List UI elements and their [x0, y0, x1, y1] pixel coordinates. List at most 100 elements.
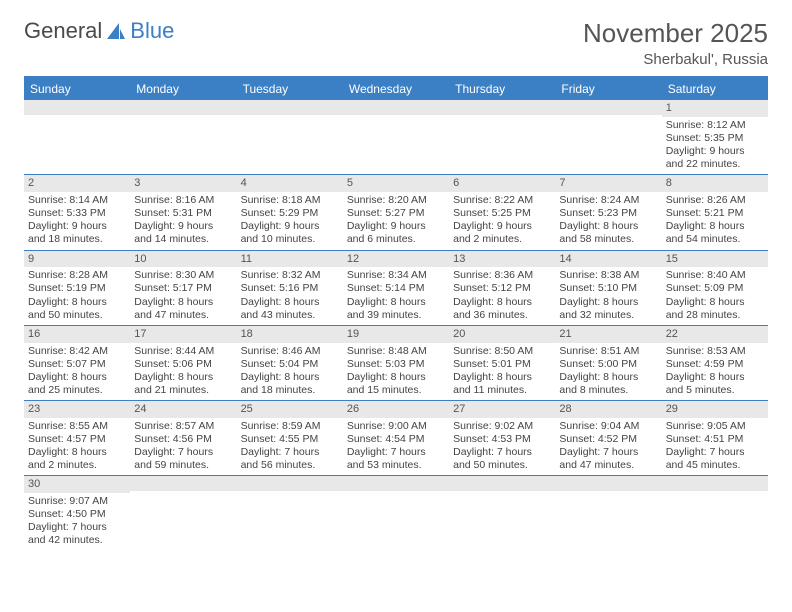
day-number: 21: [555, 326, 661, 343]
sunset-text: Sunset: 5:10 PM: [559, 282, 657, 295]
day-number: 15: [662, 251, 768, 268]
sunrise-text: Sunrise: 8:42 AM: [28, 345, 126, 358]
sunrise-text: Sunrise: 8:59 AM: [241, 420, 339, 433]
day-number: [343, 100, 449, 115]
day-details: Sunrise: 8:55 AMSunset: 4:57 PMDaylight:…: [24, 418, 130, 476]
daylight-text: Daylight: 8 hours and 11 minutes.: [453, 371, 551, 397]
sunset-text: Sunset: 5:17 PM: [134, 282, 232, 295]
sunset-text: Sunset: 5:03 PM: [347, 358, 445, 371]
day-number: 26: [343, 401, 449, 418]
calendar-cell: 7Sunrise: 8:24 AMSunset: 5:23 PMDaylight…: [555, 175, 661, 249]
sunrise-text: Sunrise: 8:34 AM: [347, 269, 445, 282]
day-details: Sunrise: 8:53 AMSunset: 4:59 PMDaylight:…: [662, 343, 768, 401]
day-number: [130, 476, 236, 491]
day-details: Sunrise: 8:16 AMSunset: 5:31 PMDaylight:…: [130, 192, 236, 250]
daylight-text: Daylight: 7 hours and 56 minutes.: [241, 446, 339, 472]
day-header-sat: Saturday: [662, 78, 768, 100]
sunset-text: Sunset: 5:23 PM: [559, 207, 657, 220]
day-details: Sunrise: 8:46 AMSunset: 5:04 PMDaylight:…: [237, 343, 343, 401]
day-number: 10: [130, 251, 236, 268]
day-details: Sunrise: 8:34 AMSunset: 5:14 PMDaylight:…: [343, 267, 449, 325]
sunrise-text: Sunrise: 9:00 AM: [347, 420, 445, 433]
day-number: [237, 476, 343, 491]
day-number: 30: [24, 476, 130, 493]
daylight-text: Daylight: 8 hours and 47 minutes.: [134, 296, 232, 322]
logo-sail-icon: [105, 21, 127, 41]
day-number: 11: [237, 251, 343, 268]
calendar-cell: 15Sunrise: 8:40 AMSunset: 5:09 PMDayligh…: [662, 251, 768, 325]
daylight-text: Daylight: 8 hours and 43 minutes.: [241, 296, 339, 322]
daylight-text: Daylight: 9 hours and 22 minutes.: [666, 145, 764, 171]
calendar-cell: 18Sunrise: 8:46 AMSunset: 5:04 PMDayligh…: [237, 326, 343, 400]
sunrise-text: Sunrise: 8:51 AM: [559, 345, 657, 358]
sunset-text: Sunset: 5:27 PM: [347, 207, 445, 220]
daylight-text: Daylight: 7 hours and 53 minutes.: [347, 446, 445, 472]
calendar-cell: 23Sunrise: 8:55 AMSunset: 4:57 PMDayligh…: [24, 401, 130, 475]
page-subtitle: Sherbakul', Russia: [583, 51, 768, 68]
daylight-text: Daylight: 8 hours and 32 minutes.: [559, 296, 657, 322]
daylight-text: Daylight: 9 hours and 18 minutes.: [28, 220, 126, 246]
calendar-cell: 30Sunrise: 9:07 AMSunset: 4:50 PMDayligh…: [24, 476, 130, 550]
sunrise-text: Sunrise: 8:53 AM: [666, 345, 764, 358]
calendar: Sunday Monday Tuesday Wednesday Thursday…: [24, 76, 768, 551]
day-details: Sunrise: 8:44 AMSunset: 5:06 PMDaylight:…: [130, 343, 236, 401]
calendar-cell: 8Sunrise: 8:26 AMSunset: 5:21 PMDaylight…: [662, 175, 768, 249]
sunset-text: Sunset: 4:52 PM: [559, 433, 657, 446]
day-number: 24: [130, 401, 236, 418]
day-number: 28: [555, 401, 661, 418]
page: GeneralBlue November 2025 Sherbakul', Ru…: [0, 0, 792, 569]
day-number: [130, 100, 236, 115]
day-details: Sunrise: 9:00 AMSunset: 4:54 PMDaylight:…: [343, 418, 449, 476]
day-details: Sunrise: 8:40 AMSunset: 5:09 PMDaylight:…: [662, 267, 768, 325]
day-details: Sunrise: 9:07 AMSunset: 4:50 PMDaylight:…: [24, 493, 130, 551]
day-details: Sunrise: 8:38 AMSunset: 5:10 PMDaylight:…: [555, 267, 661, 325]
calendar-cell: 28Sunrise: 9:04 AMSunset: 4:52 PMDayligh…: [555, 401, 661, 475]
calendar-cell: [130, 476, 236, 550]
sunset-text: Sunset: 5:14 PM: [347, 282, 445, 295]
calendar-cell: 9Sunrise: 8:28 AMSunset: 5:19 PMDaylight…: [24, 251, 130, 325]
day-details: Sunrise: 8:57 AMSunset: 4:56 PMDaylight:…: [130, 418, 236, 476]
day-number: 9: [24, 251, 130, 268]
sunrise-text: Sunrise: 8:14 AM: [28, 194, 126, 207]
calendar-cell: [343, 100, 449, 174]
calendar-cell: 29Sunrise: 9:05 AMSunset: 4:51 PMDayligh…: [662, 401, 768, 475]
calendar-cell: 19Sunrise: 8:48 AMSunset: 5:03 PMDayligh…: [343, 326, 449, 400]
calendar-cell: 5Sunrise: 8:20 AMSunset: 5:27 PMDaylight…: [343, 175, 449, 249]
daylight-text: Daylight: 8 hours and 15 minutes.: [347, 371, 445, 397]
sunset-text: Sunset: 4:56 PM: [134, 433, 232, 446]
day-details: Sunrise: 9:05 AMSunset: 4:51 PMDaylight:…: [662, 418, 768, 476]
sunset-text: Sunset: 4:50 PM: [28, 508, 126, 521]
day-details: Sunrise: 8:14 AMSunset: 5:33 PMDaylight:…: [24, 192, 130, 250]
calendar-cell: [237, 476, 343, 550]
sunset-text: Sunset: 5:06 PM: [134, 358, 232, 371]
day-number: [24, 100, 130, 115]
day-details: Sunrise: 8:30 AMSunset: 5:17 PMDaylight:…: [130, 267, 236, 325]
day-details: Sunrise: 9:04 AMSunset: 4:52 PMDaylight:…: [555, 418, 661, 476]
calendar-cell: 21Sunrise: 8:51 AMSunset: 5:00 PMDayligh…: [555, 326, 661, 400]
sunrise-text: Sunrise: 8:12 AM: [666, 119, 764, 132]
sunset-text: Sunset: 5:21 PM: [666, 207, 764, 220]
calendar-cell: 2Sunrise: 8:14 AMSunset: 5:33 PMDaylight…: [24, 175, 130, 249]
sunrise-text: Sunrise: 8:55 AM: [28, 420, 126, 433]
sunrise-text: Sunrise: 8:30 AM: [134, 269, 232, 282]
day-details: Sunrise: 8:59 AMSunset: 4:55 PMDaylight:…: [237, 418, 343, 476]
daylight-text: Daylight: 9 hours and 6 minutes.: [347, 220, 445, 246]
calendar-cell: [555, 100, 661, 174]
calendar-cell: [449, 476, 555, 550]
day-number: [449, 476, 555, 491]
day-details: Sunrise: 8:20 AMSunset: 5:27 PMDaylight:…: [343, 192, 449, 250]
calendar-cell: 4Sunrise: 8:18 AMSunset: 5:29 PMDaylight…: [237, 175, 343, 249]
sunset-text: Sunset: 4:54 PM: [347, 433, 445, 446]
sunrise-text: Sunrise: 8:48 AM: [347, 345, 445, 358]
day-details: Sunrise: 8:12 AMSunset: 5:35 PMDaylight:…: [662, 117, 768, 175]
sunrise-text: Sunrise: 8:24 AM: [559, 194, 657, 207]
calendar-cell: 24Sunrise: 8:57 AMSunset: 4:56 PMDayligh…: [130, 401, 236, 475]
calendar-cell: 11Sunrise: 8:32 AMSunset: 5:16 PMDayligh…: [237, 251, 343, 325]
day-number: 16: [24, 326, 130, 343]
calendar-weeks: 1Sunrise: 8:12 AMSunset: 5:35 PMDaylight…: [24, 100, 768, 551]
day-number: [343, 476, 449, 491]
sunrise-text: Sunrise: 8:36 AM: [453, 269, 551, 282]
sunrise-text: Sunrise: 9:04 AM: [559, 420, 657, 433]
day-details: Sunrise: 8:22 AMSunset: 5:25 PMDaylight:…: [449, 192, 555, 250]
day-header-mon: Monday: [130, 78, 236, 100]
